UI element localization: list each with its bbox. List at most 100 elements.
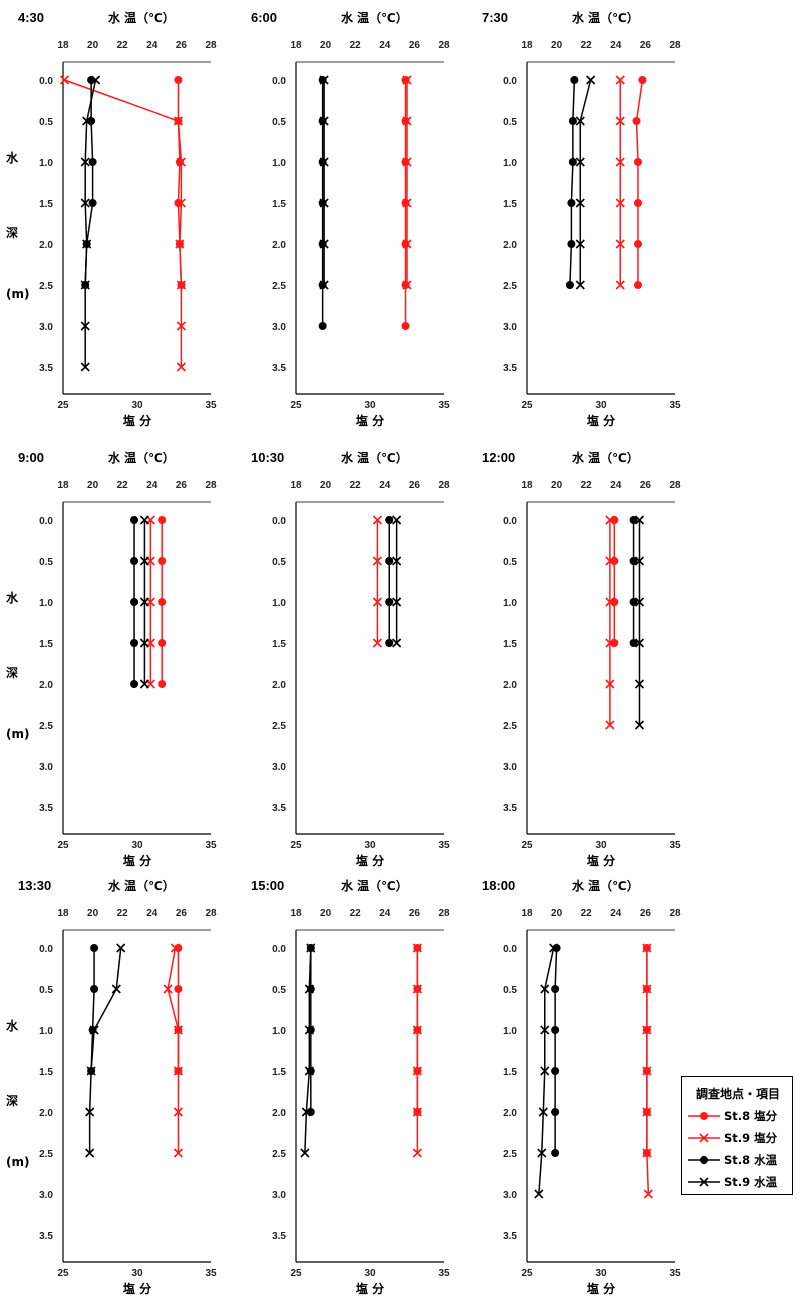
data-point-circle [318, 76, 327, 84]
data-point-cross [402, 75, 412, 85]
salinity-tick-label: 25 [521, 840, 533, 851]
temperature-axis-title: 水 温（℃） [108, 450, 175, 465]
depth-tick-label: 2.5 [39, 721, 53, 732]
series [629, 516, 638, 647]
depth-tick-label: 3.5 [503, 363, 517, 374]
salinity-tick-label: 35 [669, 840, 681, 851]
data-point-circle [629, 639, 638, 647]
series [401, 76, 410, 330]
series-line [635, 79, 644, 285]
depth-axis-title-char: (m) [6, 1155, 29, 1169]
salinity-tick-label: 35 [438, 400, 450, 411]
data-point-cross [116, 943, 126, 953]
data-point-circle [634, 199, 642, 207]
series [534, 943, 559, 1199]
depth-tick-label: 2.0 [272, 1108, 286, 1119]
temperature-tick-label: 18 [57, 908, 69, 919]
depth-tick-label: 3.5 [272, 363, 286, 374]
depth-tick-label: 0.0 [39, 944, 53, 955]
salinity-axis-title: 塩 分 [123, 1281, 151, 1296]
temperature-tick-label: 24 [379, 40, 391, 51]
salinity-tick-label: 25 [57, 1268, 69, 1279]
data-point-circle [318, 117, 327, 125]
data-point-circle [130, 557, 139, 565]
series [615, 75, 625, 290]
data-point-cross [319, 239, 329, 249]
salinity-tick-label: 35 [205, 400, 217, 411]
data-point-circle [318, 322, 327, 330]
depth-tick-label: 0.5 [272, 117, 286, 128]
depth-tick-label: 1.5 [272, 199, 286, 210]
depth-tick-label: 0.5 [39, 117, 53, 128]
salinity-tick-label: 30 [364, 1268, 376, 1279]
profile-panel: 4:30 水 温（℃） 18 20 22 24 26 28 25 30 35 塩 分 0.0 0.5 1.0… [6, 10, 217, 428]
data-point-circle [610, 557, 619, 565]
depth-tick-label: 2.5 [272, 1149, 286, 1160]
series [158, 516, 167, 688]
data-point-cross [538, 1107, 548, 1117]
series [80, 75, 101, 372]
temperature-tick-label: 20 [87, 908, 99, 919]
temperature-tick-label: 18 [521, 908, 533, 919]
depth-tick-label: 1.0 [39, 158, 53, 169]
depth-axis-title-char: (m) [6, 727, 29, 741]
data-point-cross [59, 75, 70, 85]
data-point-circle [175, 158, 184, 166]
data-point-cross [304, 1066, 314, 1076]
data-point-cross [642, 984, 652, 994]
depth-tick-label: 3.0 [39, 1190, 53, 1201]
salinity-tick-label: 25 [521, 1268, 533, 1279]
legend-item-st9-salinity: St.9 塩分 [686, 1129, 792, 1147]
data-point-circle [88, 199, 97, 207]
temperature-tick-label: 18 [57, 480, 69, 491]
legend-label: St.9 水温 [724, 1175, 778, 1189]
temperature-axis-title: 水 温（℃） [108, 10, 175, 25]
data-point-cross [605, 720, 615, 730]
data-point-circle [629, 557, 638, 565]
temperature-tick-label: 22 [350, 480, 362, 491]
panel-time-label: 10:30 [251, 450, 284, 465]
data-point-cross [575, 157, 585, 167]
temperature-tick-label: 26 [409, 908, 421, 919]
data-point-circle [306, 1067, 315, 1075]
data-point-cross [642, 1148, 652, 1158]
data-point-cross [634, 597, 645, 607]
temperature-tick-label: 28 [669, 908, 681, 919]
data-point-circle [551, 1108, 560, 1116]
data-point-circle [88, 158, 97, 166]
depth-tick-label: 0.0 [39, 76, 53, 87]
data-point-cross [392, 597, 402, 607]
salinity-tick-label: 25 [290, 400, 302, 411]
depth-tick-label: 1.5 [503, 199, 517, 210]
temperature-axis-title: 水 温（℃） [108, 878, 175, 893]
depth-tick-label: 2.0 [272, 240, 286, 251]
depth-tick-label: 0.0 [272, 944, 286, 955]
depth-tick-label: 3.0 [39, 762, 53, 773]
data-point-cross [173, 1066, 184, 1076]
data-point-cross [372, 638, 382, 648]
series [319, 75, 329, 290]
data-point-cross [634, 679, 645, 689]
series-line [167, 947, 180, 1153]
salinity-tick-label: 30 [131, 840, 143, 851]
data-point-cross [163, 984, 173, 994]
salinity-axis-title: 塩 分 [356, 1281, 384, 1296]
data-point-cross [82, 239, 92, 249]
salinity-tick-label: 25 [57, 840, 69, 851]
salinity-axis-title: 塩 分 [123, 413, 151, 428]
temperature-axis-title: 水 温（℃） [341, 10, 408, 25]
legend-swatch-black-circle-icon [688, 1156, 720, 1164]
data-point-cross [372, 515, 382, 525]
series [634, 515, 645, 730]
salinity-tick-label: 25 [521, 400, 533, 411]
data-point-cross [372, 597, 382, 607]
data-point-cross [319, 116, 329, 126]
data-point-cross [176, 321, 186, 331]
data-point-cross [304, 984, 314, 994]
temperature-tick-label: 24 [146, 908, 158, 919]
series-line [88, 947, 122, 1153]
series [392, 515, 402, 648]
data-point-circle [158, 516, 167, 524]
depth-tick-label: 1.5 [39, 1067, 53, 1078]
depth-tick-label: 3.0 [39, 322, 53, 333]
